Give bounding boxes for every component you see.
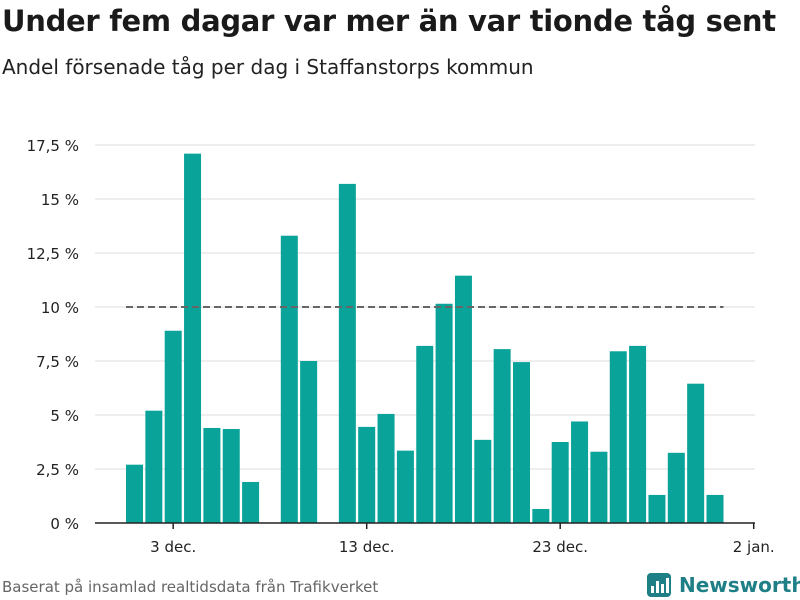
y-tick-label: 17,5 % [27, 137, 79, 155]
bar [396, 450, 414, 523]
x-tick-label: 13 dec. [339, 538, 395, 556]
bar [280, 235, 298, 523]
bar [300, 361, 318, 523]
chart-title: Under fem dagar var mer än var tionde tå… [2, 4, 776, 38]
bar [416, 345, 434, 523]
bar [551, 442, 569, 523]
y-axis-ticks: 0 % 2,5 % 5 % 7,5 % 10 % 12,5 % 15 % 17,5 % [27, 137, 79, 533]
y-tick-label: 0 % [50, 515, 79, 533]
y-tick-label: 2,5 % [36, 461, 79, 479]
brand-logo: Newsworthy [645, 570, 800, 600]
source-note: Baserat på insamlad realtidsdata från Tr… [2, 578, 379, 596]
x-axis: 3 dec. 13 dec. 23 dec. 2 jan. [95, 522, 775, 556]
bar [474, 439, 492, 523]
x-tick-label: 23 dec. [532, 538, 588, 556]
y-tick-label: 10 % [41, 299, 79, 317]
bar [454, 275, 472, 523]
bar [687, 383, 705, 523]
brand-name: Newsworthy [679, 573, 800, 597]
bar [358, 426, 376, 523]
bar [590, 451, 608, 523]
bars [126, 153, 724, 523]
bar [203, 427, 221, 523]
bar [184, 153, 202, 523]
bar [667, 452, 685, 523]
bar [513, 362, 530, 523]
y-tick-label: 15 % [41, 191, 79, 209]
y-tick-label: 12,5 % [27, 245, 79, 263]
bar [493, 349, 511, 523]
bar [532, 508, 550, 523]
bar [242, 481, 260, 523]
bar [145, 410, 163, 523]
y-tick-label: 7,5 % [36, 353, 79, 371]
newsworthy-logo-icon [647, 573, 671, 597]
x-tick-label: 3 dec. [150, 538, 196, 556]
bar [222, 429, 240, 523]
bar [164, 330, 182, 523]
bar [706, 494, 724, 523]
chart-subtitle: Andel försenade tåg per dag i Staffansto… [2, 55, 534, 79]
bar [571, 421, 589, 523]
y-tick-label: 5 % [50, 407, 79, 425]
bar [126, 464, 143, 523]
x-tick-label: 2 jan. [733, 538, 775, 556]
bar [629, 345, 647, 523]
bar [435, 303, 453, 523]
bar [338, 183, 356, 523]
bar [609, 351, 627, 523]
bar [648, 494, 666, 523]
bar [377, 413, 395, 523]
